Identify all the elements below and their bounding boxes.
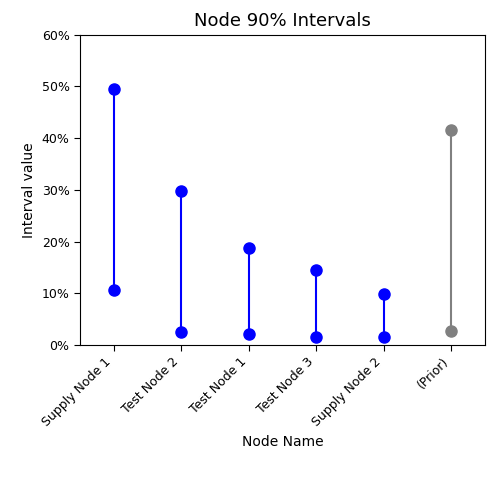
Y-axis label: Interval value: Interval value xyxy=(22,142,36,238)
X-axis label: Node Name: Node Name xyxy=(242,435,324,449)
Title: Node 90% Intervals: Node 90% Intervals xyxy=(194,12,371,30)
